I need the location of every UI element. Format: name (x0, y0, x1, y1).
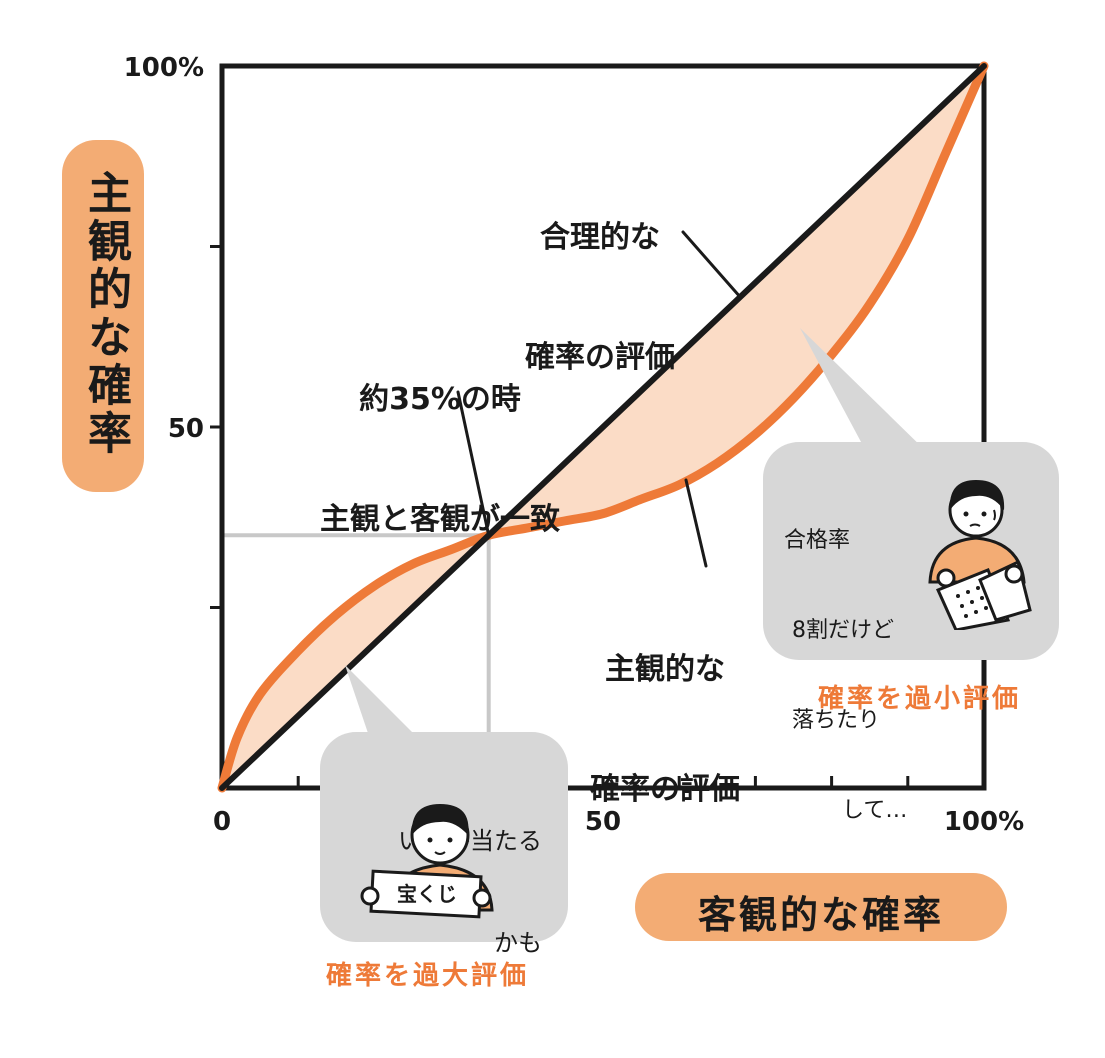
x-tick-label-50: 50 (585, 807, 621, 837)
bubble-under-speech-3: 落ちたり (792, 708, 881, 733)
rational-diagonal (219, 63, 987, 791)
y-axis-label: 主観的な確率 (80, 170, 131, 458)
x-tick-label-0: 0 (213, 807, 231, 837)
rational-evaluation-label: 合理的な 確率の評価 (490, 138, 710, 458)
bubble-under-speech: 合格率 8割だけど 落ちたり して… (782, 466, 922, 886)
y-tick-label-100: 100% (124, 53, 204, 83)
crossover-label: 約35%の時 主観と客観が一致 (270, 300, 610, 620)
subjective-curve (217, 61, 989, 793)
underestimate-caption: 確率を過小評価 (818, 684, 1022, 714)
worried-person-with-exam-icon (928, 480, 1032, 630)
overestimate-caption: 確率を過大評価 (326, 961, 530, 991)
rational-line-1: 合理的な (540, 220, 660, 255)
bubble-under-speech-2: 8割だけど (792, 618, 894, 643)
x-tick-label-100: 100% (944, 807, 1024, 837)
y-tick-label-50: 50 (168, 414, 204, 444)
bubble-under-speech-4: して… (842, 798, 908, 823)
x-axis-label: 客観的な確率 (697, 893, 944, 937)
lottery-ticket-text: 宝くじ (397, 882, 457, 906)
crossover-line-1: 約35%の時 (359, 382, 521, 417)
rational-line-2: 確率の評価 (525, 340, 675, 375)
rational-leader-line (681, 230, 742, 299)
crossover-leader-line (456, 390, 491, 537)
person-with-lottery-ticket-icon (360, 804, 494, 919)
crossover-line-2: 主観と客観が一致 (320, 502, 560, 537)
bubble-over-speech-2: かも (494, 929, 542, 957)
subjective-line-2: 確率の評価 (590, 772, 740, 807)
x-axis-label-pill (635, 873, 1007, 941)
y-axis-label-pill (62, 140, 144, 492)
subjective-evaluation-label: 主観的な 確率の評価 (555, 570, 775, 890)
subjective-leader-line (684, 478, 708, 568)
bubble-under-speech-1: 合格率 (784, 528, 851, 553)
subjective-line-1: 主観的な (605, 652, 725, 687)
